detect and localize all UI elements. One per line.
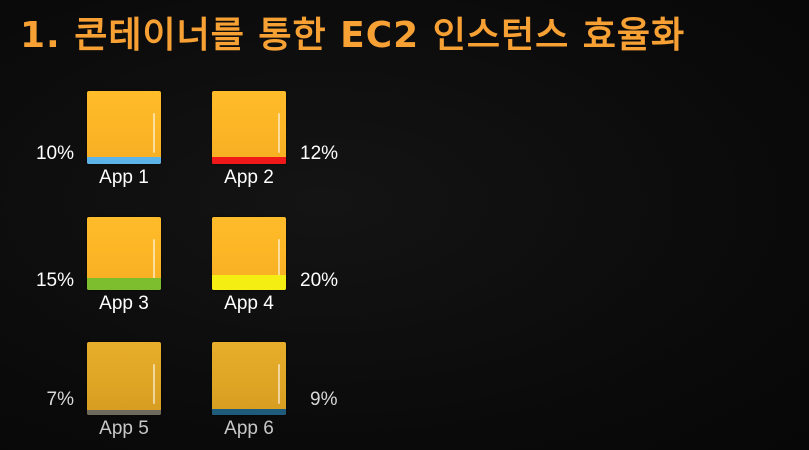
app-4-highlight [278,239,280,279]
app-1-percent: 10% [14,143,74,165]
app-1-highlight [153,113,155,153]
app-4-percent: 20% [300,270,360,292]
app-6-box [212,342,286,415]
slide-title: 1. 콘테이너를 통한 EC2 인스턴스 효율화 [20,6,685,58]
app-4-label: App 4 [202,293,296,315]
app-2-label: App 2 [202,167,296,189]
app-2-box [212,91,286,164]
app-4-box [212,217,286,290]
app-2-highlight [278,113,280,153]
app-4-usage-bar [212,275,286,290]
app-5-label: App 5 [77,418,171,440]
app-3-percent: 15% [14,270,74,292]
app-1-usage-bar [87,157,161,164]
app-2-percent: 12% [300,143,360,165]
app-1-label: App 1 [77,167,171,189]
app-6-usage-bar [212,409,286,415]
app-5-usage-bar [87,410,161,415]
app-3-usage-bar [87,278,161,290]
app-6-label: App 6 [202,418,296,440]
app-2-usage-bar [212,157,286,164]
app-1-box [87,91,161,164]
app-5-box [87,342,161,415]
app-3-box [87,217,161,290]
app-3-label: App 3 [77,293,171,315]
app-5-highlight [153,364,155,404]
app-5-percent: 7% [14,389,74,411]
app-3-highlight [153,239,155,279]
app-6-percent: 9% [310,389,370,411]
app-6-highlight [278,364,280,404]
